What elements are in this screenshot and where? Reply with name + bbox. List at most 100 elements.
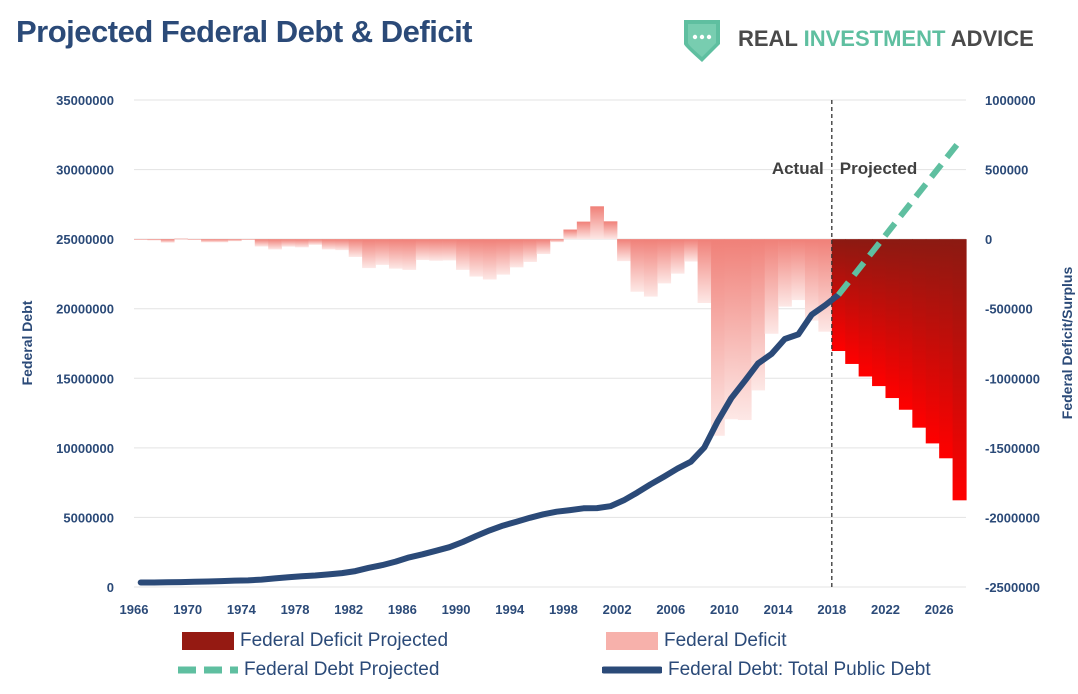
deficit-bar (751, 239, 766, 391)
legend-swatch-debt-projected (178, 666, 238, 674)
deficit-bar (670, 239, 685, 274)
deficit-bar (603, 221, 618, 240)
deficit-projected-bar (898, 239, 913, 410)
deficit-bar (509, 239, 524, 268)
deficit-bar (362, 239, 376, 269)
deficit-bar (496, 239, 511, 275)
x-tick-label: 2026 (925, 602, 954, 617)
legend-label-deficit-projected: Federal Deficit Projected (240, 630, 449, 651)
left-axis-label: Federal Debt (19, 300, 35, 385)
deficit-bar (804, 239, 819, 321)
right-tick-label: 500000 (985, 163, 1028, 178)
deficit-bar (456, 239, 470, 270)
legend-debt-projected: Federal Debt Projected (178, 657, 439, 683)
right-tick-label: -1500000 (985, 441, 1040, 456)
deficit-bar (643, 239, 658, 297)
deficit-bar (321, 239, 336, 250)
logo-wordmark: REAL INVESTMENT ADVICE (738, 26, 1034, 52)
deficit-bar (335, 239, 350, 251)
x-tick-label: 1998 (549, 602, 578, 617)
legend-swatch-deficit-actual (606, 632, 658, 650)
deficit-bar (241, 239, 256, 240)
left-tick-label: 15000000 (56, 371, 114, 386)
deficit-projected-bar (939, 239, 954, 459)
deficit-bar (187, 239, 202, 240)
deficit-bar (576, 221, 591, 240)
deficit-bar (724, 239, 739, 420)
deficit-bar (469, 239, 484, 277)
left-tick-label: 5000000 (63, 510, 114, 525)
legend-label-debt-projected: Federal Debt Projected (244, 659, 440, 680)
right-tick-label: -1000000 (985, 371, 1040, 386)
right-tick-label: -2500000 (985, 580, 1040, 595)
deficit-bar (523, 239, 537, 262)
right-tick-label: 0 (985, 232, 992, 247)
deficit-bar (227, 239, 242, 242)
left-tick-label: 35000000 (56, 93, 114, 108)
deficit-bar (214, 239, 229, 243)
deficit-bar (697, 239, 712, 304)
x-tick-label: 2022 (871, 602, 900, 617)
deficit-bar (281, 239, 296, 247)
x-tick-label: 1990 (442, 602, 471, 617)
deficit-bar (402, 239, 417, 270)
left-axis-ticks: 0 5000000 10000000 15000000 20000000 25000000… (56, 93, 114, 595)
deficit-bar (308, 239, 323, 245)
left-tick-label: 25000000 (56, 232, 114, 247)
deficit-bar (684, 239, 698, 262)
deficit-bar (147, 239, 162, 241)
deficit-projected-bar (952, 239, 967, 501)
deficit-bar (791, 239, 806, 301)
legend-swatch-debt-actual (602, 666, 662, 674)
logo-word-real: REAL (738, 26, 798, 51)
deficit-bar (617, 239, 631, 262)
shield-dots-icon (684, 20, 720, 62)
deficit-bar (590, 206, 604, 240)
brand-logo: REAL INVESTMENT ADVICE (680, 16, 1070, 64)
deficit-bar (295, 239, 309, 248)
right-axis-ticks: -2500000 -2000000 -1500000 -1000000 -500000 0… (985, 93, 1040, 595)
deficit-bar (711, 239, 725, 436)
deficit-bar (174, 238, 188, 240)
x-tick-label: 1974 (227, 602, 257, 617)
deficit-bar (482, 239, 497, 280)
right-tick-label: 1000000 (985, 93, 1036, 108)
right-tick-label: -2000000 (985, 510, 1040, 525)
deficit-bar (764, 239, 779, 334)
x-axis-ticks: 1966 1970 1974 1978 1982 1986 1990 1994 1998 2002… (120, 602, 954, 617)
x-tick-label: 2010 (710, 602, 739, 617)
deficit-bar (563, 229, 578, 240)
deficit-bar (388, 239, 403, 269)
deficit-bar (375, 239, 390, 265)
deficit-projected-bar (872, 239, 887, 387)
debt-projected-line (836, 139, 962, 297)
legend-debt-actual: Federal Debt: Total Public Debt (602, 657, 931, 683)
annotation-actual: Actual (772, 159, 824, 178)
deficit-bar (254, 239, 269, 247)
deficit-bar (415, 239, 430, 261)
deficit-bar (630, 239, 645, 292)
deficit-projected-bar (925, 239, 940, 444)
logo-word-investment: INVESTMENT (803, 26, 946, 51)
left-tick-label: 20000000 (56, 302, 114, 317)
logo-word-advice: ADVICE (950, 26, 1034, 51)
right-axis-label: Federal Deficit/Surplus (1059, 267, 1075, 420)
x-tick-label: 1978 (281, 602, 310, 617)
x-tick-label: 2002 (603, 602, 632, 617)
deficit-projected-bar (858, 239, 873, 377)
deficit-bar (268, 239, 282, 250)
deficit-projected-bar (912, 239, 927, 428)
x-tick-label: 1966 (120, 602, 149, 617)
x-tick-label: 2018 (817, 602, 846, 617)
deficit-bar (778, 239, 792, 307)
right-tick-label: -500000 (985, 302, 1033, 317)
deficit-bar (134, 239, 148, 240)
x-tick-label: 1970 (173, 602, 202, 617)
x-tick-label: 1982 (334, 602, 363, 617)
x-tick-label: 2014 (764, 602, 794, 617)
x-tick-label: 2006 (656, 602, 685, 617)
legend-deficit-projected: Federal Deficit Projected (182, 628, 448, 654)
deficit-bar (348, 239, 363, 257)
x-tick-label: 1994 (495, 602, 525, 617)
